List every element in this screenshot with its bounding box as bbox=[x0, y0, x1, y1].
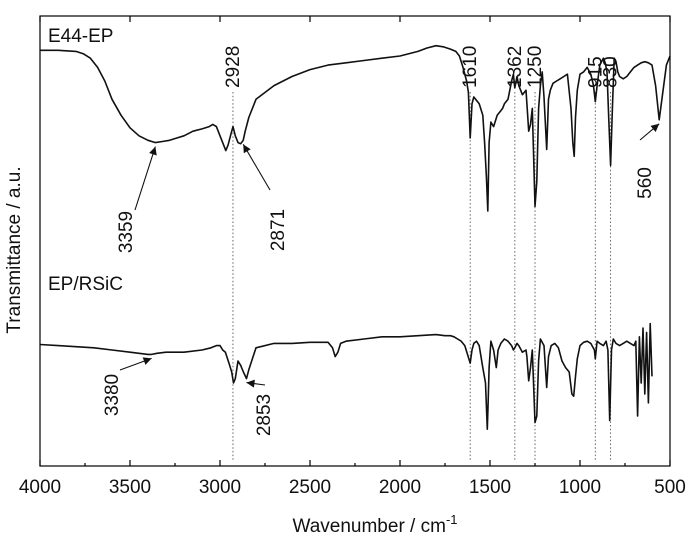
x-tick-label: 500 bbox=[654, 477, 686, 498]
peak-label-3359: 3359 bbox=[116, 211, 137, 253]
annotation-arrowhead bbox=[149, 146, 157, 156]
x-tick-label: 2500 bbox=[289, 477, 331, 498]
x-axis-label: Wavenumber / cm-1 bbox=[292, 512, 457, 537]
annotation-arrowhead bbox=[246, 379, 255, 388]
peak-label-915: 915 bbox=[585, 56, 606, 88]
x-tick-label: 1500 bbox=[469, 477, 511, 498]
annotation-arrowhead bbox=[243, 144, 251, 154]
x-tick-label: 4000 bbox=[19, 477, 61, 498]
axes-group: 4000 3500 3000 2500 2000 1500 1000 500 bbox=[19, 15, 686, 498]
peak-label-830: 830 bbox=[601, 56, 622, 88]
peak-label-2871: 2871 bbox=[268, 209, 289, 251]
x-tick-label: 1000 bbox=[559, 477, 601, 498]
annotation-arrow bbox=[242, 144, 271, 191]
annotation-arrow bbox=[134, 146, 156, 211]
series-line-e44-ep bbox=[40, 44, 671, 212]
series-label: EP/RSiC bbox=[48, 274, 123, 295]
series-label: E44-EP bbox=[48, 26, 113, 47]
x-tick-label: 3000 bbox=[199, 477, 241, 498]
peak-label-1610: 1610 bbox=[460, 46, 481, 88]
y-axis-label: Transmittance / a.u. bbox=[4, 166, 25, 333]
peak-label-2928: 2928 bbox=[223, 46, 244, 88]
annotation-arrowhead bbox=[142, 357, 152, 365]
x-tick-label: 2000 bbox=[379, 477, 421, 498]
peak-label-1250: 1250 bbox=[525, 46, 546, 88]
peak-label-560: 560 bbox=[635, 167, 656, 199]
x-tick-label: 3500 bbox=[109, 477, 151, 498]
reference-lines bbox=[232, 92, 612, 460]
peak-label-3380: 3380 bbox=[102, 374, 123, 416]
annotation-arrowhead bbox=[650, 123, 660, 133]
peak-label-2853: 2853 bbox=[254, 394, 275, 436]
peak-label-1362: 1362 bbox=[505, 46, 526, 88]
series-group: E44-EP EP/RSiC bbox=[39, 26, 671, 430]
series-line-ep-rsic bbox=[39, 322, 653, 430]
